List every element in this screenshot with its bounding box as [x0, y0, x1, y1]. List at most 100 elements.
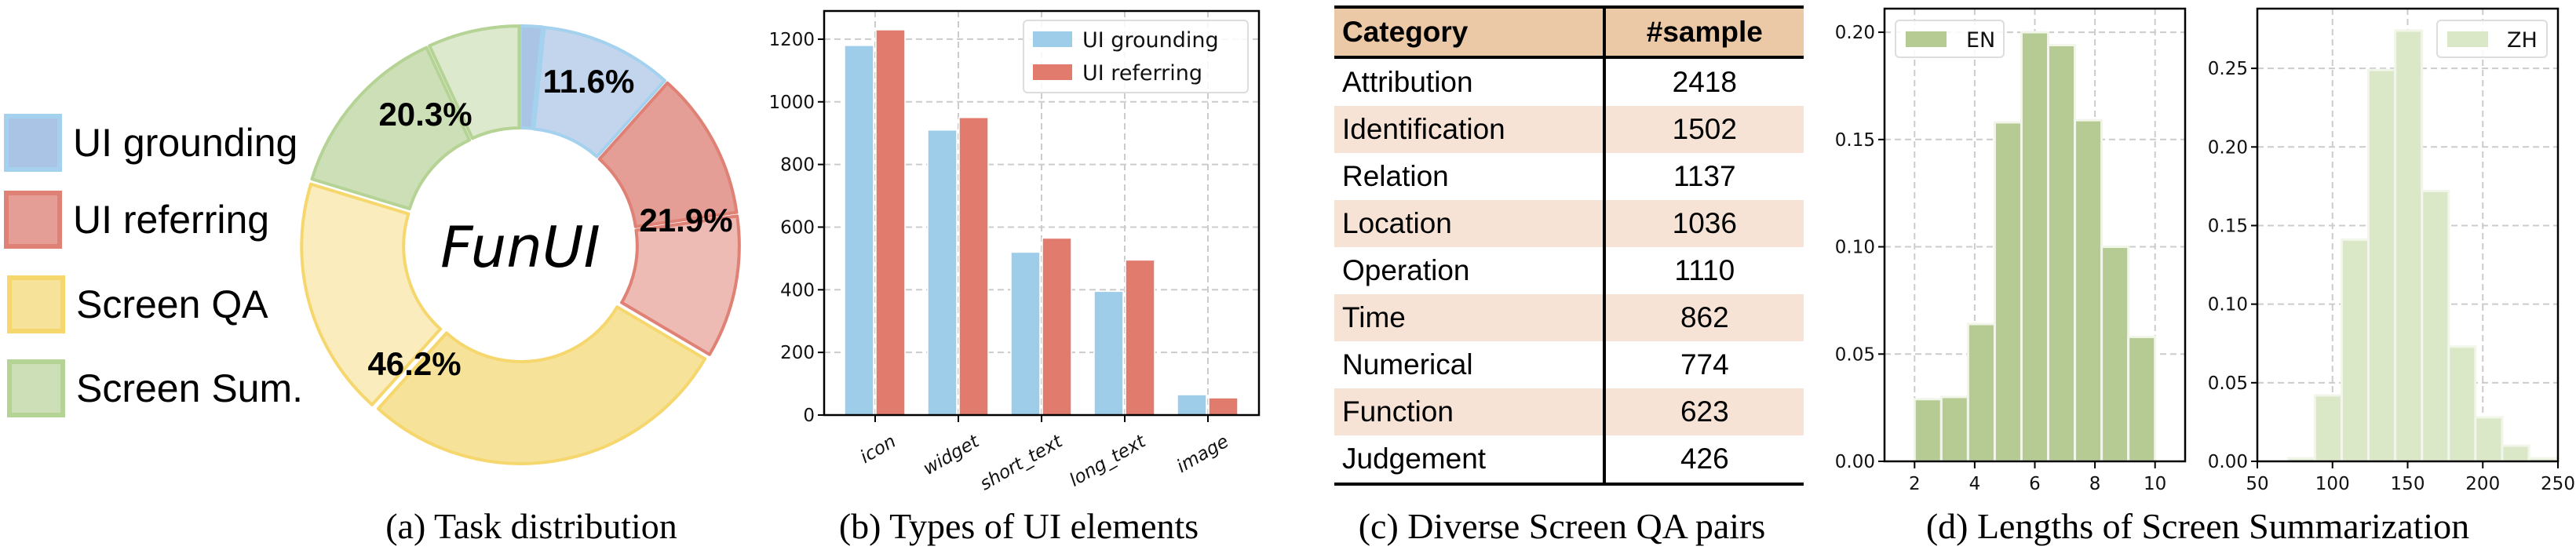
donut-slice-screen-qadark: [376, 305, 707, 465]
legend-label-zh: ZH: [2507, 28, 2538, 53]
y-tick-label: 0.15: [2208, 216, 2248, 236]
histogram-bar: [2313, 394, 2343, 463]
legend-swatch-zh: [2447, 31, 2488, 47]
table-row: Relation 1137: [1334, 153, 1804, 200]
column-header-sample: #sample: [1602, 7, 1804, 57]
caption-c: (c) Diverse Screen QA pairs: [1359, 506, 1766, 546]
histogram-bar: [1913, 398, 1943, 463]
y-tick-label: 400: [780, 280, 815, 300]
x-tick-label: 250: [2541, 474, 2575, 494]
x-tick-label-short_text: short_text: [976, 431, 1067, 494]
legend-swatch: [4, 114, 62, 172]
category-cell: Time: [1342, 301, 1406, 333]
legend-item-ui-referring: UI referring: [4, 191, 269, 249]
sample-count-cell: 1110: [1602, 247, 1804, 294]
table-row: Function 623: [1334, 388, 1804, 435]
legend-label-en: EN: [1966, 28, 1995, 53]
table-row: Judgement 426: [1334, 435, 1804, 484]
legend-label: UI grounding: [73, 121, 298, 165]
bar-ui-grounding-image: [1177, 394, 1207, 416]
y-tick-label: 0.10: [2208, 295, 2248, 315]
donut-chart: [300, 24, 741, 465]
x-tick-label: 4: [1969, 474, 1981, 494]
donut-slice-screen-sum-light: [428, 24, 521, 140]
x-tick-label: 50: [2246, 474, 2268, 494]
bar-ui-referring-long_text: [1125, 259, 1155, 416]
sample-count-cell: 774: [1602, 341, 1804, 388]
x-tick-label: 150: [2391, 474, 2425, 494]
legend-label: UI referring: [73, 198, 270, 242]
legend-swatch-grounding: [1033, 31, 1072, 47]
donut-slice-screen-qalight: [300, 182, 443, 406]
histogram-bar: [2501, 444, 2530, 463]
plot-frame: [2256, 7, 2560, 463]
caption-b: (b) Types of UI elements: [839, 506, 1199, 546]
plot-frame: [1883, 7, 2187, 463]
x-tick-label-image: image: [1173, 432, 1232, 477]
histogram-bar: [1993, 121, 2023, 463]
histogram-bar: [1939, 395, 1969, 463]
plot-frame: [823, 9, 1261, 417]
x-tick-label: 8: [2089, 474, 2101, 494]
legend-item-screen-sum: Screen Sum.: [7, 359, 303, 417]
table-row: Time 862: [1334, 294, 1804, 341]
bar-ui-referring-widget: [958, 116, 989, 416]
donut-slice-screen-sum-dark: [310, 46, 472, 211]
x-tick-label: 10: [2144, 474, 2166, 494]
bar-ui-referring-image: [1208, 397, 1239, 416]
sample-count-cell: 1036: [1602, 200, 1804, 247]
category-cell: Operation: [1342, 254, 1470, 286]
legend-item-ui-grounding: UI grounding: [4, 114, 297, 172]
y-tick-label: 0.00: [1835, 452, 1875, 472]
bar-ui-grounding-long_text: [1093, 290, 1124, 416]
table-row: Location 1036: [1334, 200, 1804, 247]
bar-ui-grounding-short_text: [1010, 251, 1041, 416]
sample-count-cell: 623: [1602, 388, 1804, 435]
histogram-bar: [2474, 416, 2504, 463]
legend-swatch-referring: [1033, 64, 1072, 80]
x-tick-label: 200: [2465, 474, 2500, 494]
sample-count-cell: 426: [1602, 435, 1804, 484]
y-tick-label: 1000: [768, 93, 815, 113]
y-tick-label: 0.15: [1835, 130, 1875, 151]
histogram-bar: [1966, 322, 1996, 463]
sample-count-cell: 862: [1602, 294, 1804, 341]
x-tick-label: 100: [2315, 474, 2350, 494]
y-tick-label: 200: [780, 343, 815, 363]
y-tick-label: 0.00: [2208, 452, 2248, 472]
histogram-bar: [2074, 118, 2103, 463]
y-tick-label: 0.05: [2208, 373, 2248, 394]
category-cell: Function: [1342, 395, 1454, 428]
histogram-bar: [2127, 335, 2157, 463]
screen-qa-table: Category #sample Attribution 2418 Identifi…: [1334, 5, 1804, 486]
donut-slice-ui-referringlight: [620, 214, 741, 356]
bar-ui-referring-icon: [875, 29, 906, 416]
legend-swatch: [7, 275, 65, 333]
bar-chart-legend: UI grounding UI referring: [1023, 20, 1249, 93]
donut-slice-ui-referringdark: [597, 81, 739, 228]
category-cell: Relation: [1342, 160, 1449, 192]
legend-swatch-en: [1906, 31, 1947, 47]
table-row: Operation 1110: [1334, 247, 1804, 294]
legend-label-referring: UI referring: [1082, 61, 1202, 86]
y-tick-label: 0: [803, 406, 815, 426]
pct-label-screen-sum: 20.3%: [378, 96, 472, 133]
donut-center-label: FunUI: [440, 214, 600, 280]
bar-ui-referring-short_text: [1042, 237, 1072, 416]
donut-slice-ui-groundingdark: [519, 24, 545, 130]
donut-labels: 11.6% 21.9% 46.2% 20.3%: [367, 63, 732, 382]
legend-label: Screen Sum.: [76, 366, 304, 410]
legend-swatch: [4, 191, 62, 249]
histogram-bar: [2340, 239, 2370, 463]
y-tick-label: 600: [780, 217, 815, 238]
x-tick-label: 2: [1909, 474, 1921, 494]
histogram-bar: [2100, 246, 2130, 463]
pct-label-referring: 21.9%: [639, 202, 732, 239]
x-tick-label-widget: widget: [920, 431, 983, 479]
x-tick-label: 6: [2029, 474, 2041, 494]
category-cell: Attribution: [1342, 66, 1473, 98]
histogram-bar: [2020, 31, 2050, 463]
y-tick-label: 0.25: [2208, 59, 2248, 79]
x-tick-label-icon: icon: [857, 432, 899, 468]
x-tick-label-long_text: long_text: [1066, 431, 1149, 490]
